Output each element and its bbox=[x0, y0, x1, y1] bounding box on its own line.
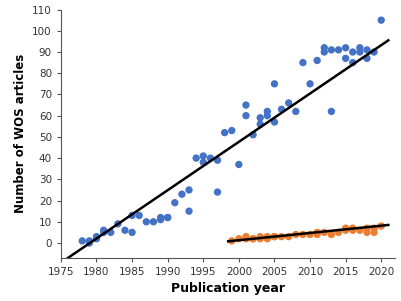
Point bbox=[271, 119, 277, 124]
Point bbox=[335, 230, 342, 235]
Point bbox=[321, 45, 328, 50]
Point bbox=[136, 213, 142, 218]
Point bbox=[257, 115, 263, 120]
X-axis label: Publication year: Publication year bbox=[171, 282, 285, 296]
Point bbox=[364, 230, 370, 235]
Point bbox=[271, 82, 277, 86]
Point bbox=[207, 156, 214, 160]
Point bbox=[293, 232, 299, 237]
Point bbox=[257, 236, 263, 241]
Point bbox=[328, 109, 334, 114]
Y-axis label: Number of WOS articles: Number of WOS articles bbox=[14, 54, 26, 213]
Point bbox=[314, 58, 320, 63]
Point bbox=[79, 238, 85, 243]
Point bbox=[350, 50, 356, 54]
Point bbox=[364, 226, 370, 231]
Point bbox=[371, 50, 377, 54]
Point bbox=[172, 200, 178, 205]
Point bbox=[150, 219, 157, 224]
Point bbox=[86, 238, 93, 243]
Point bbox=[356, 50, 363, 54]
Point bbox=[307, 82, 313, 86]
Point bbox=[342, 228, 349, 233]
Point bbox=[350, 228, 356, 233]
Point bbox=[107, 230, 114, 235]
Point bbox=[286, 101, 292, 105]
Point bbox=[364, 56, 370, 61]
Point bbox=[300, 232, 306, 237]
Point bbox=[250, 236, 256, 241]
Point bbox=[350, 60, 356, 65]
Point bbox=[307, 232, 313, 237]
Point bbox=[243, 236, 249, 241]
Point bbox=[328, 232, 334, 237]
Point bbox=[236, 162, 242, 167]
Point bbox=[342, 56, 349, 61]
Point bbox=[278, 234, 285, 239]
Point bbox=[264, 234, 271, 239]
Point bbox=[86, 240, 93, 245]
Point bbox=[100, 228, 107, 233]
Point bbox=[378, 18, 385, 23]
Point bbox=[371, 230, 377, 235]
Point bbox=[221, 130, 228, 135]
Point bbox=[236, 236, 242, 241]
Point bbox=[93, 236, 100, 241]
Point bbox=[250, 132, 256, 137]
Point bbox=[321, 230, 328, 235]
Point bbox=[229, 238, 235, 243]
Point bbox=[200, 154, 207, 158]
Point bbox=[314, 230, 320, 235]
Point bbox=[364, 48, 370, 52]
Point bbox=[257, 234, 263, 239]
Point bbox=[129, 213, 135, 218]
Point bbox=[157, 215, 164, 220]
Point bbox=[371, 226, 377, 231]
Point bbox=[100, 230, 107, 235]
Point bbox=[271, 234, 277, 239]
Point bbox=[278, 107, 285, 112]
Point bbox=[350, 226, 356, 231]
Point bbox=[356, 45, 363, 50]
Point bbox=[356, 228, 363, 233]
Point bbox=[293, 109, 299, 114]
Point bbox=[229, 128, 235, 133]
Point bbox=[264, 113, 271, 118]
Point bbox=[129, 230, 135, 235]
Point bbox=[164, 215, 171, 220]
Point bbox=[321, 50, 328, 54]
Point bbox=[143, 219, 150, 224]
Point bbox=[179, 192, 185, 197]
Point bbox=[214, 158, 221, 163]
Point bbox=[264, 236, 271, 241]
Point bbox=[335, 48, 342, 52]
Point bbox=[286, 234, 292, 239]
Point bbox=[271, 234, 277, 239]
Point bbox=[300, 60, 306, 65]
Point bbox=[186, 188, 192, 192]
Point bbox=[164, 215, 171, 220]
Point bbox=[342, 45, 349, 50]
Point bbox=[243, 113, 249, 118]
Point bbox=[93, 234, 100, 239]
Point bbox=[314, 232, 320, 237]
Point bbox=[264, 109, 271, 114]
Point bbox=[257, 122, 263, 126]
Point bbox=[214, 190, 221, 194]
Point bbox=[157, 217, 164, 222]
Point bbox=[378, 224, 385, 228]
Point bbox=[342, 226, 349, 231]
Point bbox=[328, 48, 334, 52]
Point bbox=[243, 234, 249, 239]
Point bbox=[122, 228, 128, 233]
Point bbox=[200, 160, 207, 165]
Point bbox=[250, 236, 256, 241]
Point bbox=[193, 156, 199, 160]
Point bbox=[186, 209, 192, 214]
Point bbox=[115, 222, 121, 226]
Point bbox=[243, 103, 249, 107]
